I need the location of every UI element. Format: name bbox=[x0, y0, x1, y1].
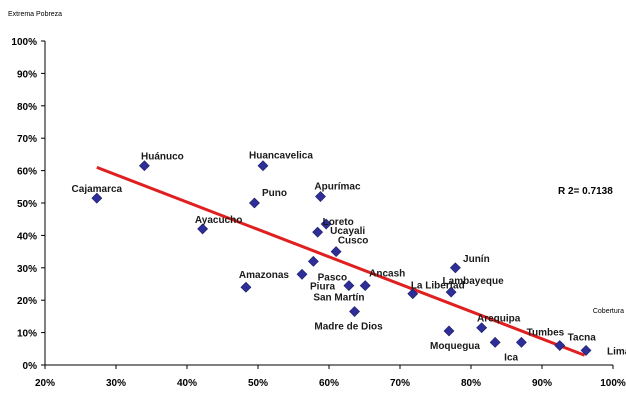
point-label: Ica bbox=[504, 352, 518, 363]
y-tick-label: 90% bbox=[17, 69, 37, 80]
r2-annotation: R 2= 0.7138 bbox=[558, 186, 613, 197]
trendline bbox=[96, 165, 586, 357]
x-axis-title: Cobertura bbox=[593, 308, 624, 315]
point-label: Moquegua bbox=[430, 341, 480, 352]
data-point bbox=[407, 288, 419, 300]
x-tick-label: 40% bbox=[177, 378, 197, 389]
point-labels-layer: Cajamarca Huánuco Ayacucho Amazonas Puno Huan… bbox=[72, 151, 626, 364]
x-tick-label: 50% bbox=[248, 378, 268, 389]
point-label: Arequipa bbox=[477, 314, 521, 325]
data-point bbox=[359, 280, 371, 292]
y-tick-label: 20% bbox=[17, 296, 37, 307]
data-point bbox=[296, 268, 308, 280]
data-point bbox=[343, 280, 355, 292]
x-tick-label: 80% bbox=[461, 378, 481, 389]
point-label: Junín bbox=[463, 254, 490, 265]
point-label: Piura bbox=[310, 281, 335, 292]
y-tick-label: 40% bbox=[17, 231, 37, 242]
x-tick-label: 60% bbox=[319, 378, 339, 389]
data-point bbox=[476, 322, 488, 334]
data-point bbox=[320, 218, 332, 230]
point-label: Madre de Dios bbox=[314, 322, 383, 333]
data-point bbox=[91, 192, 103, 204]
y-tick-label: 10% bbox=[17, 329, 37, 340]
y-tick-label: 0% bbox=[23, 361, 38, 372]
data-point bbox=[312, 226, 324, 238]
y-axis-title: Extrema Pobreza bbox=[8, 11, 62, 18]
y-tick-label: 100% bbox=[11, 37, 37, 48]
y-tick-label: 80% bbox=[17, 102, 37, 113]
point-label: Lambayeque bbox=[443, 276, 505, 287]
point-label: Ancash bbox=[369, 269, 405, 280]
data-point bbox=[515, 336, 527, 348]
data-point bbox=[138, 160, 150, 172]
point-label: Loreto bbox=[323, 217, 354, 228]
data-point bbox=[449, 262, 461, 274]
x-tick-label: 30% bbox=[106, 378, 126, 389]
point-label: San Martín bbox=[313, 293, 364, 304]
data-point bbox=[489, 336, 501, 348]
data-point bbox=[443, 325, 455, 337]
data-point bbox=[240, 281, 252, 293]
point-label: Pasco bbox=[318, 272, 347, 283]
y-tick-label: 70% bbox=[17, 134, 37, 145]
y-tick-label: 60% bbox=[17, 167, 37, 178]
point-label: Puno bbox=[262, 188, 287, 199]
point-label: Lima bbox=[607, 346, 626, 357]
data-point bbox=[249, 197, 260, 209]
point-label: Ucayali bbox=[330, 226, 365, 237]
point-label: Tumbes bbox=[527, 327, 565, 338]
point-label: Huancavelica bbox=[249, 151, 313, 162]
points-layer bbox=[91, 160, 592, 356]
data-point bbox=[330, 246, 342, 258]
point-label: Tacna bbox=[568, 333, 597, 344]
point-label: La Libertad bbox=[411, 281, 465, 292]
y-tick-label: 30% bbox=[17, 264, 37, 275]
axes: 0% 10% 20% 30% 40% 50% 60% 70% 80% 90% 100% 20% 30% 4… bbox=[11, 37, 625, 389]
data-point bbox=[349, 306, 360, 317]
data-point bbox=[315, 191, 326, 202]
point-label: Apurímac bbox=[314, 182, 361, 193]
point-label: Cajamarca bbox=[72, 184, 123, 195]
x-tick-label: 90% bbox=[532, 378, 552, 389]
x-tick-label: 100% bbox=[600, 378, 626, 389]
x-tick-label: 20% bbox=[35, 378, 55, 389]
data-point bbox=[307, 255, 319, 267]
y-tick-label: 50% bbox=[17, 199, 37, 210]
point-label: Huánuco bbox=[141, 152, 184, 163]
data-point bbox=[257, 160, 269, 172]
data-point bbox=[197, 223, 209, 235]
data-point bbox=[554, 340, 566, 351]
data-point bbox=[445, 286, 457, 298]
point-label: Cusco bbox=[338, 236, 369, 247]
point-label: Ayacucho bbox=[195, 215, 242, 226]
x-tick-label: 70% bbox=[390, 378, 410, 389]
data-point bbox=[580, 344, 592, 356]
trendline-layer bbox=[96, 165, 586, 357]
point-label: Amazonas bbox=[239, 270, 289, 281]
